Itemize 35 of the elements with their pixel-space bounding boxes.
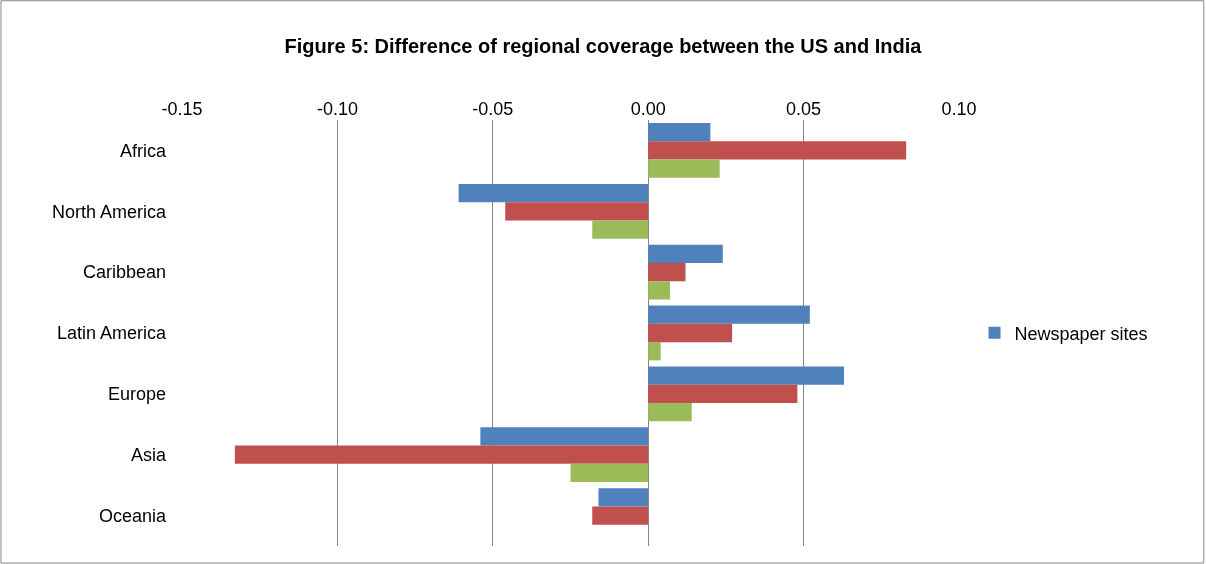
x-tick-label: 0.10 bbox=[941, 99, 977, 120]
bar bbox=[648, 141, 907, 160]
bar bbox=[505, 202, 649, 221]
chart-title: Figure 5: Difference of regional coverage between the US and India bbox=[284, 35, 923, 58]
y-tick-label: Oceania bbox=[98, 505, 167, 526]
bar bbox=[648, 305, 810, 324]
y-tick-label: Europe bbox=[107, 384, 166, 405]
x-tick-label: 0.05 bbox=[786, 99, 822, 120]
bar bbox=[648, 244, 723, 264]
legend-label: Newspaper sites bbox=[1014, 323, 1148, 344]
bar bbox=[592, 220, 649, 239]
bar bbox=[648, 159, 720, 178]
x-tick-label: -0.15 bbox=[161, 99, 203, 120]
bar bbox=[592, 506, 649, 525]
bar bbox=[648, 263, 686, 282]
bar bbox=[648, 281, 670, 300]
y-tick-label: Africa bbox=[119, 140, 167, 161]
x-tick-label: 0.00 bbox=[630, 99, 666, 120]
bar bbox=[648, 323, 733, 343]
bar bbox=[648, 366, 844, 385]
bar bbox=[480, 427, 649, 446]
bar bbox=[648, 384, 798, 403]
y-tick-label: Caribbean bbox=[82, 262, 166, 283]
bar bbox=[648, 402, 692, 422]
y-tick-label: Latin America bbox=[56, 323, 167, 344]
bar bbox=[458, 183, 649, 203]
bar bbox=[648, 342, 661, 361]
y-tick-label: North America bbox=[51, 201, 167, 222]
x-tick-label: -0.10 bbox=[316, 99, 358, 120]
bar bbox=[598, 488, 649, 507]
bar bbox=[570, 463, 649, 483]
x-tick-label: -0.05 bbox=[472, 99, 514, 120]
bar bbox=[648, 123, 711, 142]
bar bbox=[234, 445, 649, 464]
y-tick-label: Asia bbox=[130, 445, 167, 466]
